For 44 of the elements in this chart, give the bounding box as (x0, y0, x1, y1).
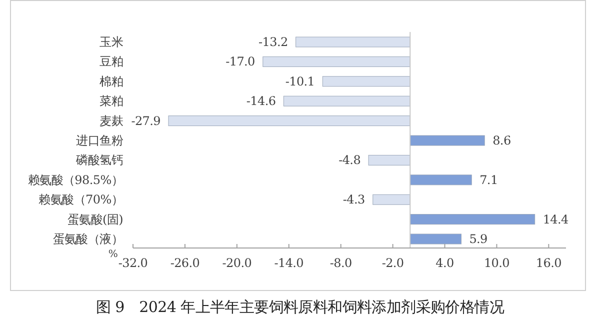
y-tick-label: 菜粕 (100, 94, 124, 108)
x-tick-label: -2.0 (382, 256, 404, 270)
data-label: 14.4 (542, 212, 570, 226)
y-tick-label: 进口鱼粉 (76, 134, 124, 148)
y-tick-label: 玉米 (100, 35, 124, 49)
x-tick-label: -8.0 (330, 256, 352, 270)
x-axis-title: % (108, 249, 118, 260)
text: 图 9 2024 年上半年主要饲料原料和饲料添加剂采购价格情况 (96, 298, 504, 316)
bar (168, 116, 410, 126)
data-label: -10.1 (285, 74, 315, 88)
data-label: -17.0 (226, 54, 255, 69)
x-tick-label: -26.0 (170, 256, 200, 270)
y-tick-label: 蛋氨酸(固) (67, 212, 123, 226)
x-tick-label: -14.0 (274, 256, 304, 270)
data-label: -4.8 (338, 153, 361, 168)
data-label: 8.6 (492, 134, 511, 148)
bar (410, 135, 485, 146)
data-label: -13.2 (258, 35, 288, 49)
data-label: 7.1 (480, 172, 498, 187)
x-tick-label: 10.0 (484, 256, 510, 270)
y-tick-label: 豆粕 (100, 54, 124, 69)
data-label: -14.6 (246, 94, 276, 108)
data-label: -4.3 (342, 192, 365, 207)
y-tick-label: 赖氨酸（70%） (38, 192, 123, 207)
bar (322, 76, 410, 87)
bar (283, 96, 410, 106)
bar (410, 174, 472, 186)
data-label: 5.9 (469, 232, 488, 246)
bar (372, 194, 410, 205)
bar (296, 36, 410, 48)
y-tick-label: 赖氨酸（98.5%） (28, 172, 123, 187)
y-tick-label: 蛋氨酸（液） (52, 232, 123, 246)
x-tick-label: 16.0 (536, 256, 562, 270)
y-tick-label: 麦麸 (100, 114, 124, 128)
bar (410, 234, 462, 244)
data-label: -27.9 (131, 114, 161, 128)
y-tick-label: 棉粕 (100, 74, 124, 88)
bar (368, 154, 410, 166)
bar (410, 214, 536, 225)
x-tick-label: 4.0 (436, 256, 454, 270)
y-tick-label: 磷酸氢钙 (75, 153, 124, 168)
bar (262, 56, 410, 67)
x-tick-label: -20.0 (222, 256, 252, 270)
x-tick-label: -32.0 (118, 256, 148, 270)
